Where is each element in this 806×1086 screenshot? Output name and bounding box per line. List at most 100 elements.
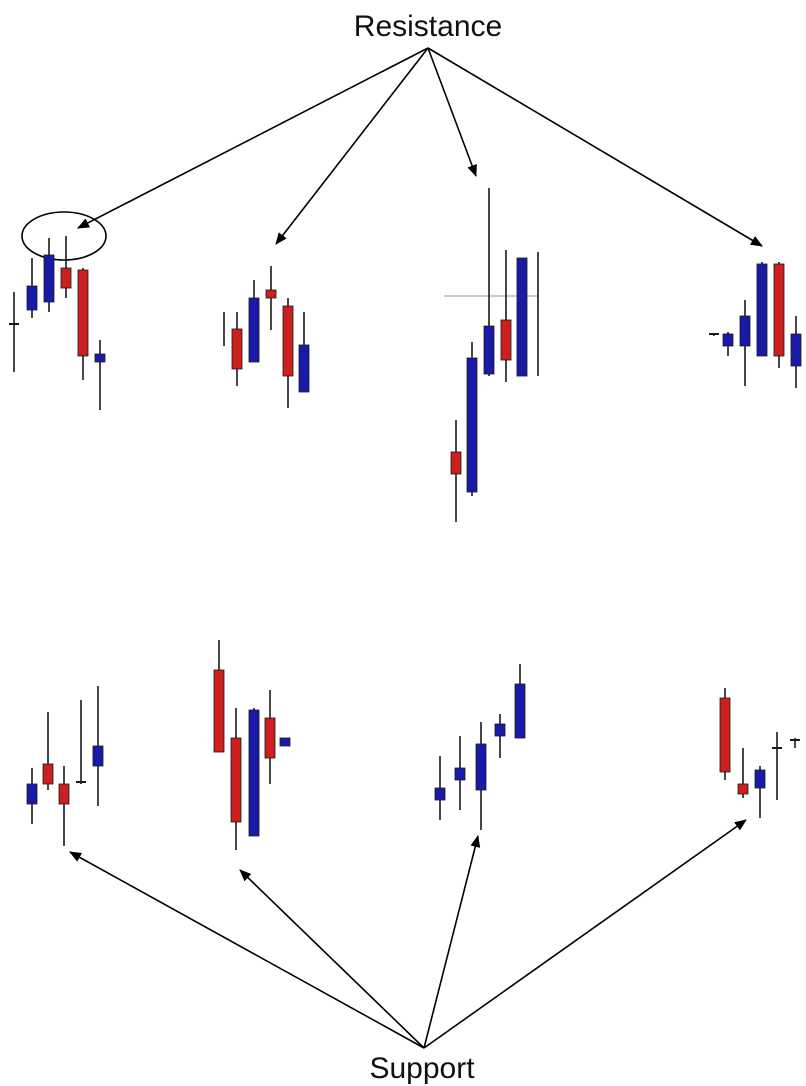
bearish-candle-body	[231, 328, 243, 370]
support-label: Support	[369, 1052, 475, 1085]
candlestick	[754, 766, 766, 818]
resistance-group-3	[450, 188, 539, 522]
candlestick	[77, 268, 89, 380]
candlestick	[282, 298, 294, 408]
support-arrow-4	[423, 819, 747, 1049]
candlestick	[264, 690, 276, 784]
support-arrows	[69, 819, 747, 1049]
bearish-candle-body	[60, 267, 72, 289]
candlestick	[58, 766, 70, 846]
candlestick	[26, 258, 38, 318]
bullish-candle-body	[475, 743, 487, 791]
candlestick	[756, 262, 768, 357]
bearish-candle-body	[230, 737, 242, 823]
bullish-candle-body	[26, 285, 38, 311]
bullish-candle-body	[26, 783, 38, 805]
candlestick	[483, 188, 495, 376]
bearish-candle-body	[500, 319, 512, 361]
bullish-candle-body	[516, 257, 528, 377]
candlestick	[230, 708, 242, 850]
candlestick-groups	[9, 188, 802, 850]
bullish-candle-body	[483, 325, 495, 375]
resistance-arrow-2	[275, 47, 429, 245]
bearish-candle-body	[773, 263, 785, 357]
bullish-candle-body	[790, 333, 802, 367]
candlestick	[719, 688, 731, 780]
candlestick	[772, 732, 782, 800]
bearish-candle-body	[77, 269, 89, 357]
candlestick	[454, 736, 466, 810]
bearish-candle-body	[450, 451, 462, 475]
bearish-candle-body	[265, 289, 277, 299]
candlestick	[737, 748, 749, 798]
bearish-candle-body	[264, 717, 276, 759]
candlestick	[790, 316, 802, 388]
support-group-3	[434, 664, 526, 830]
candlestick	[265, 266, 277, 330]
bullish-candle-body	[494, 723, 506, 737]
support-group-2	[213, 640, 291, 850]
bearish-candle-body	[282, 305, 294, 377]
candlestick	[92, 686, 104, 806]
bullish-candle-body	[754, 769, 766, 789]
support-group-4	[719, 688, 800, 818]
candlestick	[790, 738, 800, 748]
resistance-group-2	[223, 266, 310, 408]
candlestick	[722, 332, 734, 356]
candlestick	[43, 238, 55, 312]
candlestick	[739, 300, 751, 386]
bullish-candle-body	[722, 333, 734, 347]
bullish-candle-body	[514, 683, 526, 739]
resistance-arrows	[77, 47, 763, 247]
candlestick	[709, 333, 719, 336]
candlestick	[60, 236, 72, 298]
bullish-candle-body	[434, 787, 446, 801]
support-arrow-2	[239, 869, 425, 1049]
candlestick	[500, 250, 512, 382]
bullish-candle-body	[279, 737, 291, 747]
support-arrow-3	[423, 835, 481, 1049]
bullish-candle-body	[248, 709, 260, 837]
resistance-group-1	[9, 236, 106, 410]
bearish-candle-body	[58, 783, 70, 805]
resistance-label: Resistance	[354, 10, 502, 43]
candlestick	[248, 280, 260, 363]
candlestick	[42, 712, 54, 790]
bullish-candle-body	[94, 353, 106, 363]
bearish-candle-body	[719, 697, 731, 773]
bullish-candle-body	[756, 263, 768, 357]
candlestick	[434, 756, 446, 820]
candlestick	[466, 342, 478, 496]
candlestick	[9, 292, 19, 372]
candlestick	[231, 312, 243, 386]
bullish-candle-body	[454, 767, 466, 781]
resistance-arrow-1	[77, 47, 429, 229]
candlestick	[450, 420, 462, 522]
candlestick	[494, 714, 506, 758]
candlestick	[298, 312, 310, 393]
candlestick	[279, 737, 291, 747]
resistance-group-4	[709, 262, 802, 388]
candlestick	[76, 700, 86, 784]
candlestick	[26, 768, 38, 824]
candlestick	[516, 257, 528, 377]
support-arrow-1	[69, 851, 425, 1049]
support-group-1	[26, 686, 104, 846]
bullish-candle-body	[92, 745, 104, 767]
candlestick	[773, 262, 785, 368]
bullish-candle-body	[298, 344, 310, 393]
candlestick	[213, 640, 225, 753]
bearish-candle-body	[213, 669, 225, 753]
candlestick	[94, 340, 106, 410]
bearish-candle-body	[737, 783, 749, 795]
resistance-highlight-ellipse	[21, 211, 107, 261]
resistance-arrow-3	[427, 47, 477, 177]
bullish-candle-body	[466, 357, 478, 493]
candlestick	[248, 708, 260, 837]
bearish-candle-body	[42, 763, 54, 785]
bullish-candle-body	[248, 297, 260, 363]
resistance-arrow-4	[427, 47, 763, 247]
bullish-candle-body	[43, 254, 55, 303]
candlestick	[514, 664, 526, 739]
